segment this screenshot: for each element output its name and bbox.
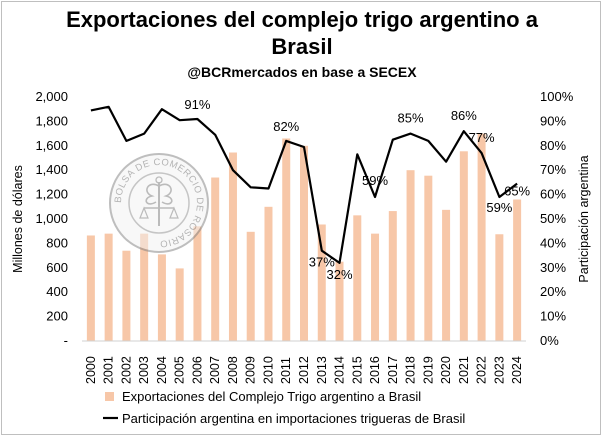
bar [477,133,486,341]
chart-subtitle: @BCRmercados en base a SECEX [187,64,417,80]
x-tick-label: 2013 [315,356,329,384]
bar [211,177,220,341]
bar [140,233,149,341]
bar [335,261,344,341]
bar [300,145,308,341]
y-tick-label: 1,200 [35,187,68,202]
chart-title: Exportaciones del complejo trigo argenti… [66,7,538,59]
y2-tick-label: 100% [540,89,574,104]
x-tick-label: 2012 [297,356,311,384]
bar [442,209,451,341]
bar [513,199,522,341]
bar [282,138,291,341]
y-tick-label: 2,000 [35,89,68,104]
bar [406,170,415,341]
y2-tick-label: 0% [540,333,559,348]
bar [495,234,504,341]
legend: Exportaciones del Complejo Trigo argenti… [103,389,465,426]
data-label: 91% [184,97,210,112]
y-tick-label: 200 [46,309,68,324]
legend-label-bar: Exportaciones del Complejo Trigo argenti… [122,389,421,404]
y2-tick-label: 10% [540,309,566,324]
x-tick-label: 2002 [119,356,133,384]
data-labels: 91%82%37%32%59%85% 86%77%59%65% [184,97,530,282]
x-tick-label: 2014 [333,356,347,384]
line-series [90,105,518,264]
y-tick-label: 1,600 [35,138,68,153]
data-label: 37% [309,255,335,270]
legend-label-line: Participación argentina en importaciones… [122,411,465,426]
axes: - 200 400 600 800 1,000 1,200 1,400 1,600 1,800 2,… [11,89,591,384]
x-tick-label: 2003 [137,356,151,384]
bar [353,215,362,341]
data-label: 86% [451,108,477,123]
x-tick-label: 2023 [492,356,506,384]
bar [122,250,131,341]
y2-tick-label: 40% [540,235,566,250]
bar [228,152,237,341]
data-label: 82% [273,119,299,134]
y2-tick-label: 70% [540,162,566,177]
y2-axis-title: Participación argentina [577,155,591,282]
y-tick-label: 1,400 [35,162,68,177]
x-tick-label: 2006 [190,356,204,384]
x-tick-label: 2019 [421,356,435,384]
x-tick-label: 2020 [439,356,453,384]
x-tick-label: 2010 [261,356,275,384]
data-label: 65% [504,184,530,199]
bar [264,206,273,341]
x-tick-label: 2011 [279,357,293,384]
y-tick-label: 1,000 [35,211,68,226]
x-tick-label: 2016 [368,356,382,384]
y-axis-title: Millones de dólares [11,165,25,273]
bar-series [86,133,522,341]
data-label: 85% [398,111,424,126]
bar [193,226,202,341]
x-tick-label: 2001 [102,356,116,384]
bar [459,151,468,341]
y2-tick-label: 80% [540,138,566,153]
x-tick-label: 2024 [510,356,524,384]
y-tick-label: 1,800 [35,113,68,128]
y-tick-label: 800 [46,235,68,250]
data-label: 77% [469,130,495,145]
bar [371,233,380,341]
legend-swatch-bar [105,392,114,401]
x-tick-label: 2008 [226,356,240,384]
x-tick-label: 2000 [84,356,98,384]
y2-tick-label: 90% [540,113,566,128]
y-tick-label: 400 [46,284,68,299]
y2-tick-label: 30% [540,260,566,275]
x-tick-label: 2007 [208,356,222,384]
bar [317,224,326,341]
x-tick-label: 2009 [244,356,258,384]
bcr-seal-logo: BOLSA DE COMERCIO DE ROSARIO [108,152,210,254]
y2-tick-label: 50% [540,211,566,226]
y-tick-label: - [64,333,68,348]
data-label: 59% [486,200,512,215]
x-tick-label: 2017 [386,356,400,384]
bar [157,254,166,341]
x-tick-label: 2004 [155,356,169,384]
series-line [90,105,518,264]
bar [86,235,95,341]
bar [424,175,433,341]
x-tick-label: 2021 [457,356,471,384]
data-label: 32% [327,267,353,282]
bar [175,268,184,341]
y-tick-label: 600 [46,260,68,275]
x-tick-label: 2005 [173,356,187,384]
bar [104,233,113,341]
y2-tick-label: 60% [540,187,566,202]
x-tick-label: 2022 [475,356,489,384]
data-label: 59% [362,173,388,188]
y2-tick-label: 20% [540,284,566,299]
bar [388,211,397,341]
x-tick-label: 2018 [404,356,418,384]
x-tick-label: 2015 [350,356,364,384]
bar [246,231,255,341]
